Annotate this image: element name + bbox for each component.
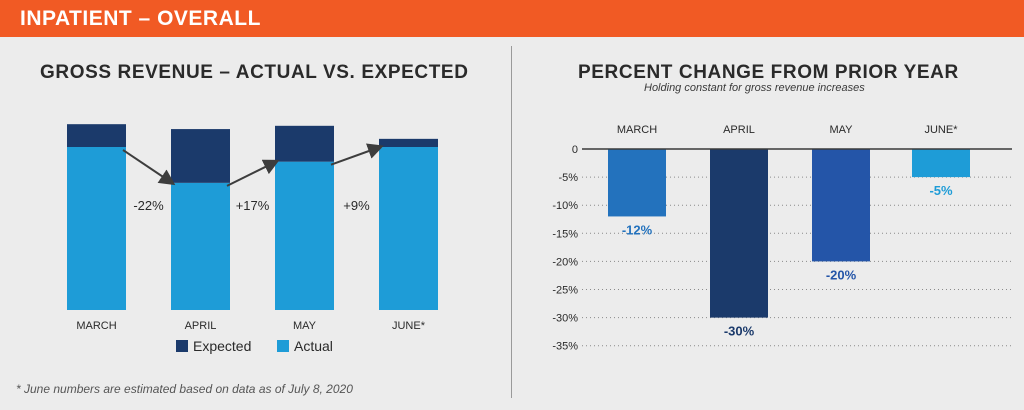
y-axis-label: 0 [572,144,578,156]
y-axis-label: -35% [552,341,578,353]
right-chart-title: PERCENT CHANGE FROM PRIOR YEAR [578,62,959,83]
percent-change-chart: 0 -5% -10% -15% -20% -25% -30% -35% MARCH -12% APR… [552,124,1012,353]
banner-title: INPATIENT – OVERALL [20,7,261,30]
expected-bar [275,125,334,162]
data-label: -5% [929,183,953,198]
x-axis-label: MAY [829,124,853,136]
data-label: -30% [724,324,755,339]
legend-swatch [176,340,188,352]
actual-bar [171,182,230,310]
change-label: +17% [236,198,270,213]
y-axis-label: -5% [558,172,578,184]
data-label: -12% [622,222,653,237]
x-axis-label: MAY [293,320,317,332]
y-axis-label: -15% [552,228,578,240]
actual-bar [379,147,438,310]
change-arrow [226,159,280,187]
x-axis-label: JUNE* [392,320,426,332]
footnote: * June numbers are estimated based on da… [16,382,353,396]
change-arrow [330,143,384,166]
y-axis-label: -25% [552,285,578,297]
x-axis-label: MARCH [76,320,116,332]
percent-bar [912,149,970,178]
x-axis-label: JUNE* [924,124,958,136]
change-label: +9% [343,198,370,213]
x-axis-label: APRIL [185,320,217,332]
legend-swatch [277,340,289,352]
data-label: -20% [826,267,857,282]
percent-bar [608,149,666,217]
y-axis-label: -10% [552,200,578,212]
y-axis-label: -30% [552,313,578,325]
x-axis-label: MARCH [617,124,657,136]
actual-bar [67,147,126,310]
right-chart-subtitle: Holding constant for gross revenue incre… [644,82,865,94]
expected-bar [67,124,126,147]
percent-bar [812,149,870,262]
legend-label: Expected [193,338,251,354]
y-axis-label: -20% [552,256,578,268]
legend-label: Actual [294,338,333,354]
left-chart-title: GROSS REVENUE – ACTUAL VS. EXPECTED [40,62,469,83]
change-arrow [122,149,176,186]
change-label: -22% [133,198,164,213]
percent-bar [710,149,768,318]
gross-revenue-chart: MARCH APRIL MAY JUNE* -22% +17% +9% Expected Act… [67,124,438,354]
expected-bar [379,138,438,147]
divider [511,46,512,398]
header-banner: INPATIENT – OVERALL [0,0,1024,37]
actual-bar [275,161,334,310]
x-axis-label: APRIL [723,124,755,136]
expected-bar [171,129,230,183]
